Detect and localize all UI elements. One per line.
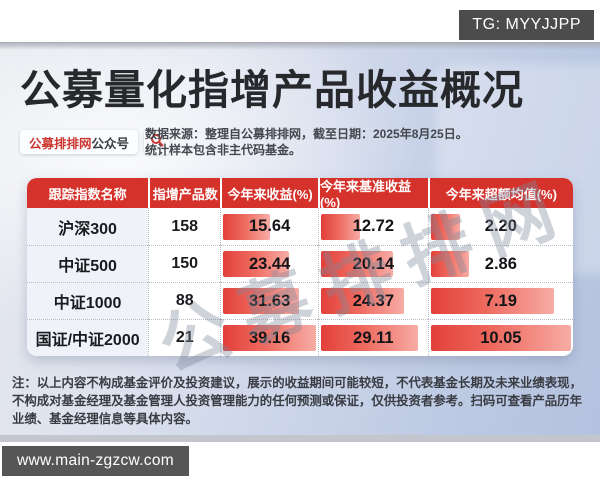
poster: 公募量化指增产品收益概况 公募排排网 公众号 数据来源：整理自公募排排网，截至日期… [0, 42, 600, 442]
value-bar [223, 288, 299, 314]
ytd-benchmark-cell: 20.14 [317, 245, 428, 282]
disclaimer-text: 以上内容不构成基金评价及投资建议，展示的收益期间可能较短，不代表基金长期及未来业… [12, 376, 582, 426]
value-bar [320, 251, 394, 277]
value-bar [223, 213, 270, 240]
ytd-excess-cell: 2.86 [427, 245, 573, 282]
table-row: 中证1000 88 31.63 24.37 7.19 [27, 282, 573, 319]
ytd-benchmark-value: 24.37 [352, 291, 394, 310]
ytd-excess-value: 2.86 [484, 254, 517, 273]
index-name: 中证1000 [27, 282, 149, 319]
ytd-return-cell: 23.44 [220, 245, 318, 282]
disclaimer-note: 注：以上内容不构成基金评价及投资建议，展示的收益期间可能较短，不代表基金长期及未… [12, 374, 590, 428]
ytd-return-cell: 15.64 [220, 208, 318, 245]
ytd-return-value: 23.44 [248, 254, 291, 273]
value-bar [430, 213, 460, 240]
brand-badge: 公募排排网 公众号 [20, 130, 139, 154]
brand-suffix: 公众号 [91, 136, 130, 151]
product-count: 21 [148, 319, 221, 356]
table-row: 沪深300 158 15.64 12.72 2.20 [27, 208, 573, 245]
index-name: 沪深300 [27, 208, 149, 245]
ytd-return-cell: 39.16 [220, 319, 318, 356]
top-bar: TG: MYYJJPP [0, 0, 600, 42]
ytd-excess-value: 10.05 [480, 328, 522, 347]
column-header-index-name: 跟踪指数名称 [48, 186, 127, 202]
returns-table: 跟踪指数名称 指增产品数 今年来收益(%) 今年来基准收益(%) 今年来超额均值… [27, 178, 573, 356]
brand-name: 公募排排网 [29, 136, 92, 151]
ytd-benchmark-cell: 12.72 [317, 208, 428, 245]
table-header-row: 跟踪指数名称 指增产品数 今年来收益(%) 今年来基准收益(%) 今年来超额均值… [27, 178, 573, 210]
table-row: 中证500 150 23.44 20.14 2.86 [27, 245, 573, 282]
ytd-return-value: 31.63 [248, 291, 291, 310]
ytd-excess-cell: 2.20 [427, 208, 573, 245]
index-name: 中证500 [27, 245, 149, 282]
ytd-return-value: 39.16 [248, 328, 291, 347]
search-button[interactable] [144, 130, 171, 154]
ytd-return-value: 15.64 [248, 217, 291, 235]
ytd-benchmark-cell: 24.37 [317, 282, 428, 319]
product-count: 88 [148, 282, 221, 319]
ytd-benchmark-value: 12.72 [352, 217, 394, 235]
value-bar [430, 251, 469, 277]
product-count: 158 [148, 208, 220, 245]
ytd-return-cell: 31.63 [220, 282, 318, 319]
column-header-ytd-excess: 今年来超额均值(%) [427, 178, 573, 208]
ytd-benchmark-value: 20.14 [352, 254, 394, 273]
telegram-handle-badge: TG: MYYJJPP [459, 10, 594, 40]
value-bar [320, 325, 419, 351]
brand-badge-row: 公募排排网 公众号 [20, 130, 171, 154]
poster-bottom-edge [0, 435, 600, 442]
ytd-excess-cell: 7.19 [427, 282, 573, 319]
website-badge: www.main-zgzcw.com [2, 446, 189, 476]
website-url-label: www.main-zgzcw.com [17, 452, 174, 469]
value-bar [430, 288, 554, 314]
column-header-ytd-return: 今年来收益(%) [220, 178, 318, 208]
poster-top-edge [0, 42, 600, 50]
value-bar [320, 288, 404, 314]
value-bar [320, 213, 361, 240]
column-header-product-count: 指增产品数 [148, 178, 220, 208]
telegram-handle-label: TG: MYYJJPP [472, 16, 581, 33]
ytd-excess-value: 2.20 [484, 217, 517, 235]
page-title: 公募量化指增产品收益概况 [20, 67, 524, 113]
bottom-bar: www.main-zgzcw.com [0, 442, 600, 480]
index-name: 国证/中证2000 [27, 319, 149, 356]
ytd-excess-cell: 10.05 [427, 319, 573, 356]
column-header-ytd-benchmark: 今年来基准收益(%) [317, 178, 428, 210]
value-bar [430, 325, 571, 351]
ytd-benchmark-value: 29.11 [353, 328, 394, 347]
disclaimer-prefix: 注： [12, 376, 37, 390]
value-bar [223, 325, 316, 351]
search-icon [150, 133, 164, 152]
product-count: 150 [148, 245, 221, 282]
data-source-note: 数据来源：整理自公募排排网，截至日期：2025年8月25日。统计样本包含非主代码… [145, 127, 468, 157]
ytd-benchmark-cell: 29.11 [317, 319, 428, 356]
value-bar [223, 251, 289, 277]
ytd-excess-value: 7.19 [484, 291, 517, 310]
table-row: 国证/中证2000 21 39.16 29.11 10.05 [27, 319, 573, 356]
